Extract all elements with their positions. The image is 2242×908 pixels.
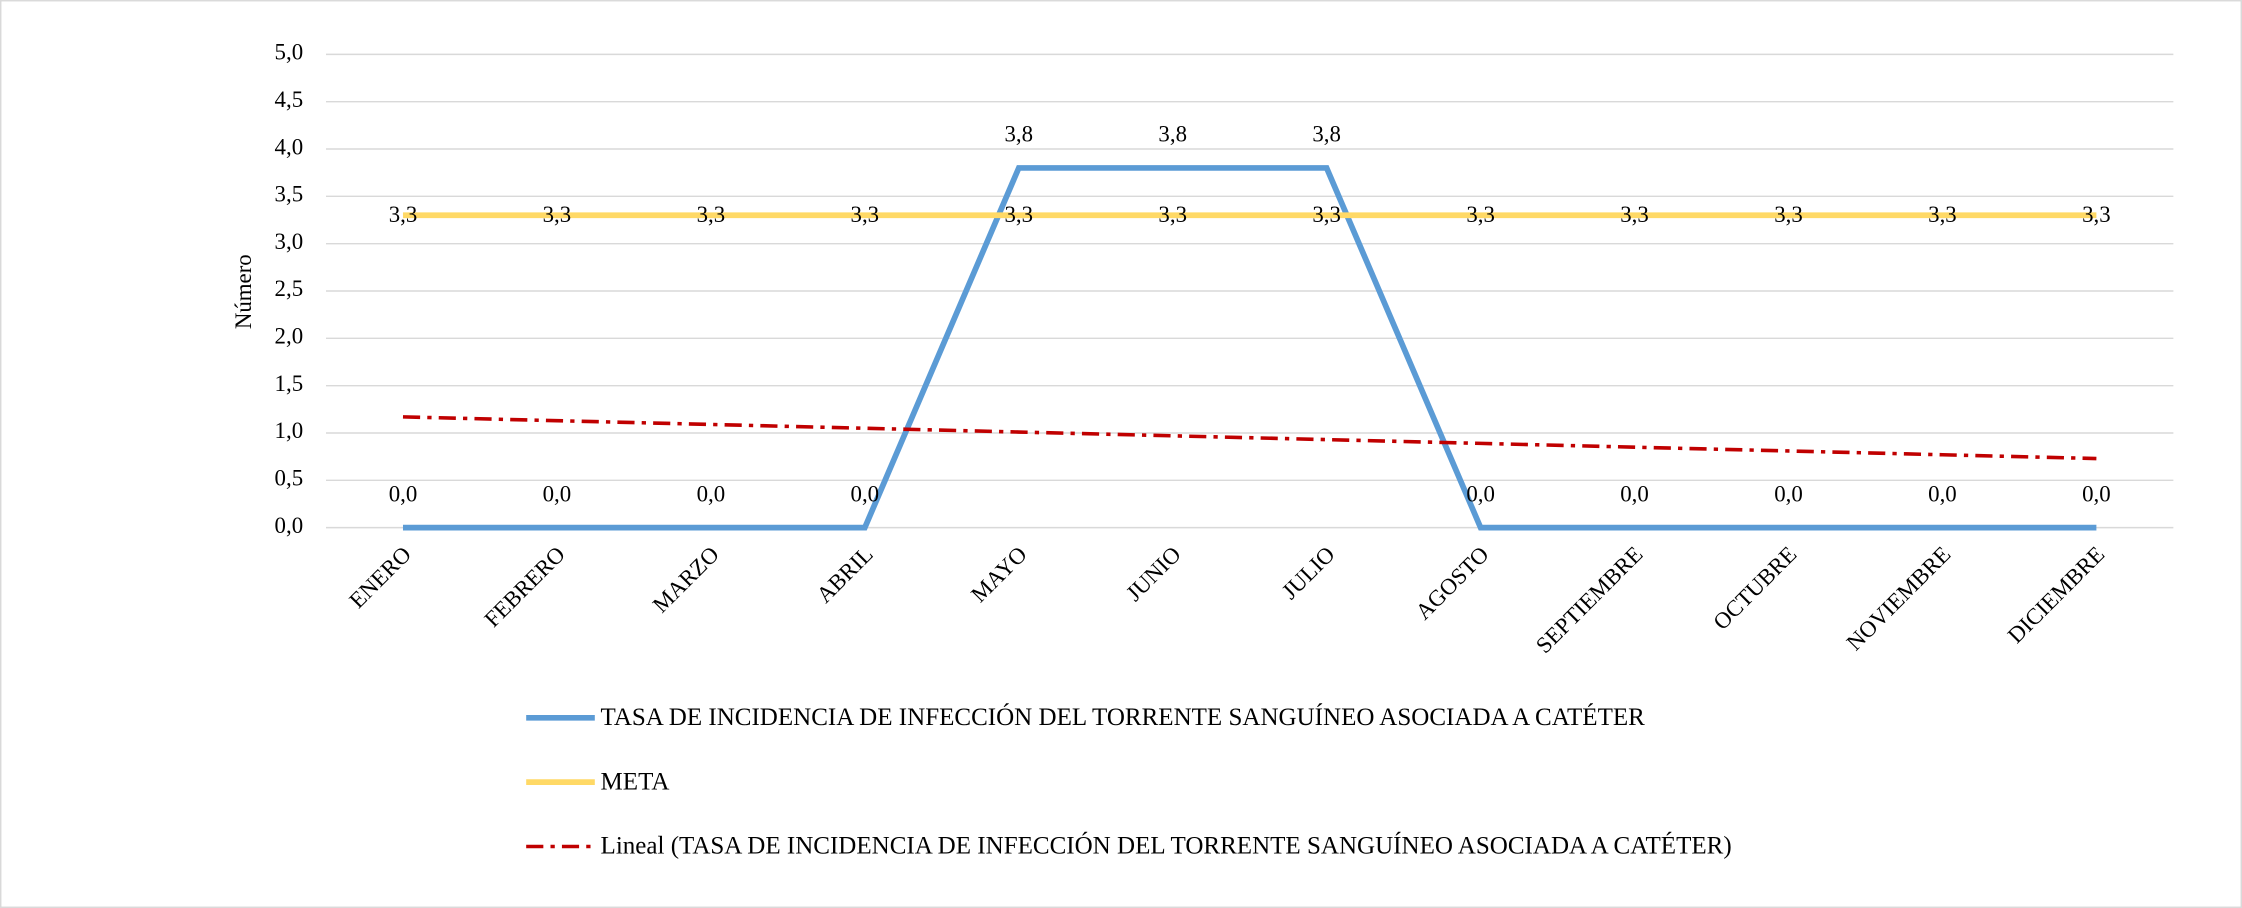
y-tick-label: 2,0 bbox=[275, 324, 304, 349]
data-label: 0,0 bbox=[1466, 481, 1495, 506]
data-label: 3,3 bbox=[1928, 202, 1957, 227]
y-tick-label: 0,0 bbox=[275, 513, 304, 538]
data-label: 0,0 bbox=[1620, 481, 1649, 506]
data-label: 0,0 bbox=[1928, 481, 1957, 506]
data-label: 3,3 bbox=[1774, 202, 1803, 227]
legend-label: Lineal (TASA DE INCIDENCIA DE INFECCIÓN … bbox=[600, 830, 1732, 860]
legend-item: TASA DE INCIDENCIA DE INFECCIÓN DEL TORR… bbox=[600, 702, 1645, 731]
y-axis-label: Número bbox=[231, 254, 256, 329]
data-label: 0,0 bbox=[697, 481, 726, 506]
legend-item: META bbox=[600, 766, 670, 796]
data-label: 3,3 bbox=[543, 202, 572, 227]
data-label: 3,3 bbox=[389, 202, 418, 227]
series-line bbox=[402, 415, 2097, 461]
y-tick-label: 4,0 bbox=[275, 134, 304, 159]
data-label: 3,3 bbox=[1620, 202, 1649, 227]
data-label: 3,3 bbox=[2082, 202, 2111, 227]
legend-item: Lineal (TASA DE INCIDENCIA DE INFECCIÓN … bbox=[600, 830, 1732, 860]
y-tick-label: 4,5 bbox=[275, 87, 304, 112]
y-tick-label: 0,5 bbox=[275, 466, 304, 491]
y-tick-label: 3,0 bbox=[275, 229, 304, 254]
series-line bbox=[402, 165, 2097, 531]
data-label: 3,3 bbox=[697, 202, 726, 227]
y-tick-label: 5,0 bbox=[275, 40, 304, 65]
data-label: 3,8 bbox=[1312, 122, 1341, 147]
data-label: 0,0 bbox=[389, 481, 418, 506]
data-label: 3,3 bbox=[1004, 202, 1033, 227]
y-tick-label: 1,0 bbox=[275, 418, 304, 443]
data-label: 3,3 bbox=[1466, 202, 1495, 227]
legend-label: META bbox=[600, 766, 670, 796]
y-tick-label: 1,5 bbox=[275, 371, 304, 396]
data-label: 3,3 bbox=[1312, 202, 1341, 227]
data-label: 0,0 bbox=[851, 481, 880, 506]
data-label: 3,8 bbox=[1004, 122, 1033, 147]
data-label: 3,3 bbox=[1158, 202, 1187, 227]
legend-label: TASA DE INCIDENCIA DE INFECCIÓN DEL TORR… bbox=[600, 702, 1645, 731]
data-label: 3,3 bbox=[851, 202, 880, 227]
y-tick-label: 3,5 bbox=[275, 182, 304, 207]
data-label: 0,0 bbox=[1774, 481, 1803, 506]
data-label: 0,0 bbox=[543, 481, 572, 506]
data-label: 3,8 bbox=[1158, 122, 1187, 147]
y-tick-label: 2,5 bbox=[275, 276, 304, 301]
data-label: 0,0 bbox=[2082, 481, 2111, 506]
